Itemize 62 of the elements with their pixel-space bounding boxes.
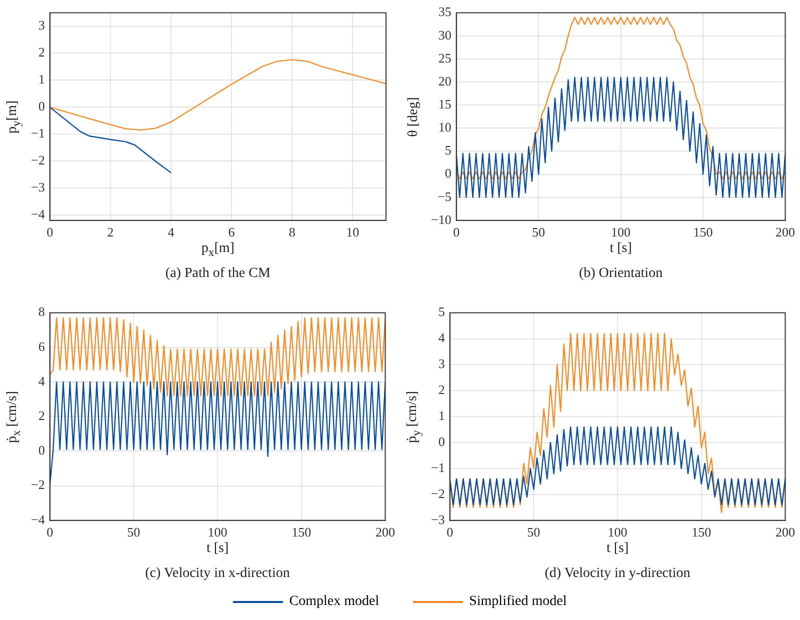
x-tick-label: 100 bbox=[611, 224, 631, 240]
y-tick-label: 8 bbox=[38, 304, 45, 320]
x-tick-label: 50 bbox=[127, 524, 140, 540]
y-tick-label: 25 bbox=[438, 50, 452, 66]
y-tick-label: 20 bbox=[438, 73, 452, 88]
x-axis-title: t [s] bbox=[606, 541, 629, 558]
y-tick-label: −5 bbox=[437, 188, 452, 204]
y-tick-label: −2 bbox=[430, 486, 445, 501]
y-tick-label: −3 bbox=[430, 512, 445, 527]
x-tick-label: 150 bbox=[292, 524, 312, 540]
text: (a) Path of the CM bbox=[165, 266, 270, 282]
x-tick-label: 10 bbox=[346, 224, 360, 240]
y-tick-label: −4 bbox=[30, 206, 46, 222]
x-tick-label: 100 bbox=[208, 524, 228, 540]
y-tick-label: −4 bbox=[30, 512, 46, 527]
x-tick-label: 4 bbox=[168, 224, 175, 240]
y-tick-label: 4 bbox=[38, 373, 46, 388]
y-tick-label: 1 bbox=[38, 72, 45, 87]
x-axis-title: t [s] bbox=[610, 241, 632, 258]
y-tick-label: 0 bbox=[38, 442, 45, 458]
y-tick-label: 0 bbox=[38, 98, 45, 114]
y-tick-label: 10 bbox=[438, 120, 452, 135]
y-tick-label: 4 bbox=[438, 330, 446, 346]
x-tick-label: 200 bbox=[376, 524, 395, 540]
x-tick-label: 150 bbox=[693, 224, 713, 240]
y-tick-label: 2 bbox=[438, 382, 445, 398]
legend-label: Complex model bbox=[289, 594, 380, 610]
x-tick-label: 50 bbox=[527, 524, 540, 540]
y-tick-label: 0 bbox=[444, 166, 452, 181]
y-tick-label: −3 bbox=[30, 179, 45, 194]
text: (b) Orientation bbox=[578, 266, 663, 282]
y-tick-label: −1 bbox=[30, 126, 45, 141]
legend-label: Simplified model bbox=[469, 594, 567, 610]
x-axis-title: t [s] bbox=[206, 541, 229, 558]
x-tick-label: 150 bbox=[692, 524, 712, 540]
y-axis-title: θ [deg] bbox=[406, 96, 422, 136]
y-tick-label: 5 bbox=[444, 142, 452, 158]
x-axis-title: p$_{x}$[m] bbox=[201, 241, 234, 260]
y-tick-label: 6 bbox=[38, 338, 46, 354]
y-tick-label: 2 bbox=[38, 408, 45, 424]
y-tick-label: −1 bbox=[430, 460, 445, 475]
y-tick-label: 35 bbox=[438, 4, 452, 20]
y-tick-label: 5 bbox=[438, 304, 445, 320]
y-tick-label: 30 bbox=[438, 27, 452, 42]
y-tick-label: 15 bbox=[438, 96, 452, 112]
y-tick-label: 1 bbox=[438, 408, 445, 424]
y-tick-label: −2 bbox=[30, 477, 45, 492]
y-tick-label: −2 bbox=[30, 152, 45, 168]
x-tick-label: 8 bbox=[288, 224, 296, 240]
y-tick-label: −10 bbox=[430, 212, 452, 227]
x-tick-label: 200 bbox=[776, 224, 795, 240]
x-tick-label: 50 bbox=[532, 224, 546, 240]
x-tick-label: 200 bbox=[776, 524, 795, 540]
text: (d) Velocity in y-direction bbox=[544, 566, 690, 582]
y-tick-label: 0 bbox=[438, 434, 445, 449]
x-tick-label: 2 bbox=[107, 224, 114, 240]
y-tick-label: 2 bbox=[38, 44, 45, 60]
text: (c) Velocity in x-direction bbox=[145, 566, 290, 582]
x-tick-label: 6 bbox=[228, 224, 236, 240]
y-tick-label: 3 bbox=[38, 18, 45, 33]
y-tick-label: 3 bbox=[438, 356, 445, 372]
x-tick-label: 100 bbox=[608, 524, 628, 540]
